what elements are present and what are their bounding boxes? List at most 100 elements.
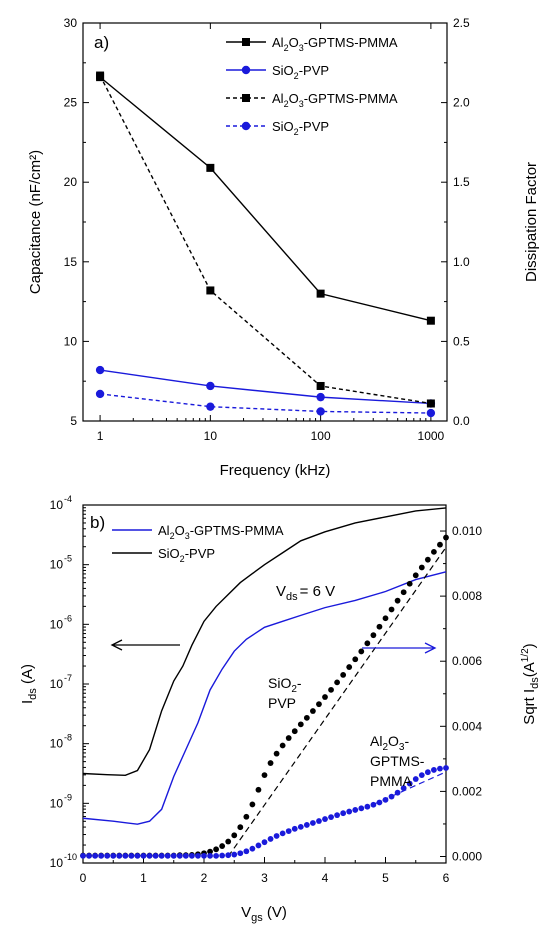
sqrt-point-1-17 bbox=[182, 852, 189, 859]
panel-b-plot bbox=[80, 507, 449, 859]
b-y-tick-exp-5: -5 bbox=[64, 554, 72, 564]
series-1-point-1 bbox=[206, 381, 215, 391]
sqrt-point-1-40 bbox=[322, 816, 328, 822]
sqrt-point-0-29 bbox=[255, 786, 262, 793]
series-line-2 bbox=[99, 75, 431, 405]
b-y-tick-label-3: 10 bbox=[50, 677, 64, 691]
panel-a-legend: Al2O3-GPTMS-PMMA SiO2-PVP Al2O3-GPTMS-PMMA… bbox=[226, 35, 398, 137]
sqrt-point-1-54 bbox=[406, 780, 413, 787]
series-0-point-2 bbox=[316, 289, 325, 298]
sqrt-point-0-52 bbox=[394, 597, 401, 604]
sqrt-point-0-38 bbox=[310, 708, 316, 714]
sqrt-point-0-59 bbox=[437, 541, 443, 548]
b-x-tick-label-6: 6 bbox=[443, 871, 450, 885]
series-3-point-0 bbox=[95, 389, 105, 399]
y-tick-label-5: 30 bbox=[64, 16, 78, 30]
sqrt-point-0-54 bbox=[406, 580, 413, 587]
y-tick-label-1: 10 bbox=[64, 334, 78, 348]
sqrt-point-1-18 bbox=[189, 852, 195, 859]
b-y-tick-label-1: 10 bbox=[50, 796, 64, 810]
b-x-tick-label-4: 4 bbox=[322, 871, 329, 885]
y2-tick-label-2: 1.0 bbox=[453, 255, 470, 269]
sqrt-point-1-59 bbox=[437, 765, 443, 772]
panel-b-frame bbox=[82, 504, 447, 864]
sqrt-point-1-43 bbox=[340, 810, 347, 817]
sqrt-point-0-26 bbox=[237, 824, 244, 831]
sqrt-point-0-48 bbox=[370, 632, 377, 639]
sqrt-point-0-33 bbox=[279, 742, 286, 749]
sqrt-point-1-6 bbox=[116, 852, 123, 859]
sqrt-point-0-43 bbox=[340, 671, 347, 678]
sqrt-point-1-58 bbox=[431, 767, 437, 773]
sqrt-point-0-21 bbox=[207, 848, 213, 855]
sqrt-point-1-33 bbox=[279, 830, 286, 837]
x-tick-label-3: 1000 bbox=[418, 429, 445, 443]
sqrt-point-1-49 bbox=[376, 799, 383, 806]
b-y-tick-exp-4: -6 bbox=[64, 613, 72, 623]
sqrt-point-1-35 bbox=[291, 825, 298, 832]
arrow-left-head bbox=[110, 639, 123, 651]
sqrt-point-0-31 bbox=[267, 760, 274, 766]
y2-tick-label-0: 0.0 bbox=[453, 414, 470, 428]
sqrt-point-1-24 bbox=[225, 852, 232, 859]
sqrt-point-1-8 bbox=[128, 852, 135, 859]
x-tick-label-1: 10 bbox=[204, 429, 218, 443]
b-y2-tick-label-2: 0.004 bbox=[452, 719, 482, 733]
sqrt-point-1-11 bbox=[146, 852, 153, 859]
y-tick-label-3: 20 bbox=[64, 175, 78, 189]
panel-a-plot bbox=[95, 71, 436, 418]
series-2-point-0 bbox=[96, 71, 105, 80]
sqrt-point-0-35 bbox=[291, 728, 298, 735]
panel-a-y2-label: Dissipation Factor bbox=[523, 162, 540, 282]
sqrt-point-0-24 bbox=[225, 838, 232, 845]
x-tick-label-0: 1 bbox=[97, 429, 104, 443]
sqrt-point-0-49 bbox=[376, 623, 383, 630]
sqrt-point-1-7 bbox=[122, 852, 129, 859]
y2-tick-label-5: 2.5 bbox=[453, 16, 470, 30]
sqrt-point-0-32 bbox=[273, 750, 280, 757]
sqrt-point-1-42 bbox=[334, 812, 340, 819]
sqrt-point-1-50 bbox=[382, 796, 389, 803]
b-y-tick-label-5: 10 bbox=[50, 558, 64, 572]
sqrt-point-1-4 bbox=[104, 852, 111, 859]
b-x-tick-label-1: 1 bbox=[140, 871, 147, 885]
b-y2-tick-label-0: 0.000 bbox=[452, 849, 482, 863]
al2o3-label: Al2O3-GPTMS-PMMA bbox=[370, 733, 425, 789]
sqrt-point-0-51 bbox=[388, 606, 395, 613]
panel-b-legend: Al2O3-GPTMS-PMMA SiO2-PVP bbox=[112, 523, 284, 564]
series-0-point-3 bbox=[426, 316, 435, 325]
sqrt-point-1-16 bbox=[176, 852, 183, 859]
b-y-tick-exp-0: -10 bbox=[64, 852, 77, 862]
sqrt-point-1-47 bbox=[364, 803, 371, 810]
y-tick-label-2: 15 bbox=[64, 255, 78, 269]
b-x-tick-label-0: 0 bbox=[80, 871, 87, 885]
sqrt-point-1-32 bbox=[273, 833, 280, 839]
series-1-point-0 bbox=[95, 365, 105, 375]
sqrt-point-1-2 bbox=[92, 852, 98, 859]
series-line-0 bbox=[99, 76, 432, 322]
panel-b-x-label: Vgs (V) bbox=[241, 904, 287, 924]
sqrt-point-0-46 bbox=[358, 648, 365, 655]
b-y-tick-exp-3: -7 bbox=[64, 673, 72, 683]
b-y-tick-exp-1: -9 bbox=[64, 792, 72, 802]
sqrt-point-1-34 bbox=[285, 828, 292, 835]
transfer-curve-0 bbox=[82, 507, 447, 776]
sqrt-point-1-51 bbox=[388, 793, 395, 800]
sqrt-point-0-56 bbox=[418, 564, 425, 571]
b-y-tick-label-4: 10 bbox=[50, 617, 64, 631]
sqrt-point-0-23 bbox=[219, 843, 226, 849]
transfer-curve-1 bbox=[82, 571, 447, 825]
sqrt-point-0-40 bbox=[322, 694, 328, 700]
panel-a-frame bbox=[82, 22, 448, 422]
sqrt-point-1-56 bbox=[418, 772, 425, 779]
b-x-tick-label-5: 5 bbox=[382, 871, 389, 885]
sqrt-point-0-30 bbox=[261, 772, 268, 779]
y-tick-label-0: 5 bbox=[70, 414, 77, 428]
sqrt-point-1-13 bbox=[158, 852, 165, 859]
sqrt-point-1-53 bbox=[400, 785, 407, 792]
sqrt-point-0-27 bbox=[243, 813, 250, 820]
b-x-tick-label-3: 3 bbox=[261, 871, 268, 885]
sqrt-point-1-27 bbox=[243, 848, 250, 855]
series-3-point-2 bbox=[316, 407, 325, 416]
b-y-tick-label-2: 10 bbox=[50, 737, 64, 751]
